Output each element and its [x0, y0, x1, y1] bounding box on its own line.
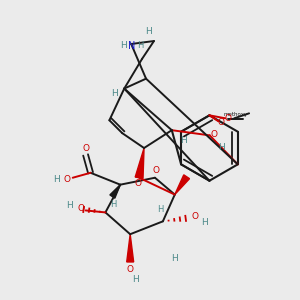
Text: O: O	[63, 175, 70, 184]
Text: H: H	[66, 201, 73, 210]
Text: O: O	[225, 114, 232, 123]
Polygon shape	[110, 185, 120, 198]
Text: H: H	[111, 89, 118, 98]
Text: H: H	[218, 143, 225, 152]
Text: O: O	[77, 204, 84, 213]
Text: H: H	[180, 136, 187, 145]
Text: O: O	[82, 143, 89, 152]
Text: O: O	[191, 212, 198, 221]
Text: O: O	[152, 166, 159, 175]
Text: H: H	[201, 218, 208, 227]
Text: O: O	[210, 130, 217, 139]
Text: H: H	[145, 27, 152, 36]
Text: H: H	[132, 275, 139, 284]
Text: O: O	[127, 266, 134, 274]
Text: H: H	[53, 175, 60, 184]
Text: H: H	[110, 200, 116, 209]
Text: N: N	[128, 41, 136, 51]
Text: methoxy: methoxy	[223, 112, 247, 117]
Polygon shape	[127, 234, 134, 262]
Polygon shape	[135, 148, 144, 178]
Text: O: O	[135, 179, 142, 188]
Text: H: H	[120, 41, 127, 50]
Polygon shape	[175, 175, 190, 195]
Text: H: H	[171, 254, 178, 263]
Text: O: O	[218, 118, 225, 127]
Text: H: H	[137, 41, 143, 50]
Text: H: H	[157, 205, 163, 214]
